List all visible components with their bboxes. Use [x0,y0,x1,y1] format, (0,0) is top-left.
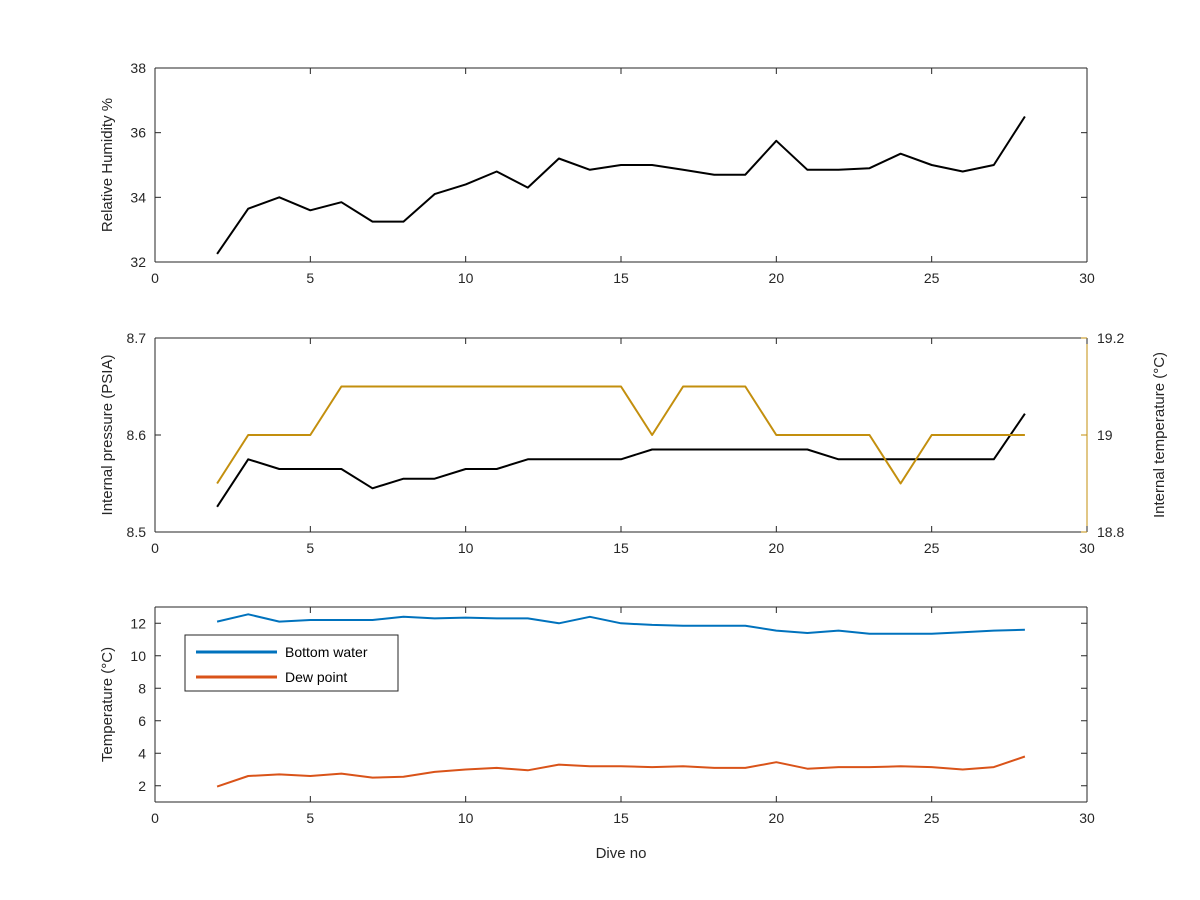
series-bottom-water [216,613,1025,635]
x-tick-label: 0 [151,540,159,556]
y2-tick-label: 18.8 [1097,524,1124,540]
panel-1: 0 5 10 15 20 25 30 32 34 36 38 Relative Humidity % [99,60,1095,286]
legend-label: Dew point [285,669,347,685]
y-tick-label: 32 [130,254,146,270]
y-tick-label: 8.6 [127,427,147,443]
y-tick-label: 12 [130,615,146,631]
x-tick-label: 20 [769,270,785,286]
panel-2: 0 5 10 15 20 25 30 8.5 8.6 8.7 18.8 19 19.2 Internal … [99,330,1168,556]
x-tick-label: 15 [613,810,629,826]
x-tick-label: 0 [151,810,159,826]
legend-label: Bottom water [285,644,368,660]
x-tick-label: 25 [924,540,940,556]
x-tick-label: 30 [1079,540,1095,556]
x-tick-label: 10 [458,810,474,826]
series-line-1 [216,413,1026,508]
x-tick-label: 5 [306,810,314,826]
y-tick-label: 6 [138,713,146,729]
x-tick-label: 5 [306,540,314,556]
y-tick-label: 2 [138,778,146,794]
y-tick-label: 8 [138,680,146,696]
x-tick-label: 10 [458,540,474,556]
y-tick-label: 4 [138,745,146,761]
y-tick-label: 38 [130,60,146,76]
y-tick-label: 10 [130,648,146,664]
x-tick-label: 30 [1079,810,1095,826]
y-tick-label: 8.7 [127,330,147,346]
x-tick-label: 25 [924,810,940,826]
x-tick-label: 15 [613,270,629,286]
x-tick-label: 10 [458,270,474,286]
x-tick-label: 20 [769,810,785,826]
y-tick-label: 36 [130,125,146,141]
series-dew-point [216,755,1026,788]
x-tick-label: 20 [769,540,785,556]
y-axis-title: Internal pressure (PSIA) [99,355,116,516]
y-tick-label: 8.5 [127,524,147,540]
y-axis-title: Temperature (°C) [99,647,116,762]
x-tick-label: 5 [306,270,314,286]
y-axis-title: Relative Humidity % [99,98,116,232]
legend-box [184,634,399,692]
y2-tick-label: 19 [1097,427,1113,443]
x-tick-label: 0 [151,270,159,286]
panel-3: 0 5 10 15 20 25 30 2 4 6 8 10 12 Temperature (°C) Dive… [99,606,1095,862]
x-axis-title: Dive no [596,845,647,862]
legend: Bottom water Dew point [184,634,399,692]
x-tick-label: 30 [1079,270,1095,286]
series-line-1 [216,115,1026,255]
y2-tick-label: 19.2 [1097,330,1124,346]
y-tick-label: 34 [130,189,146,205]
x-tick-label: 25 [924,270,940,286]
y2-axis-title: Internal temperature (°C) [1151,352,1168,518]
x-tick-label: 15 [613,540,629,556]
series-line-2 [216,385,1025,485]
